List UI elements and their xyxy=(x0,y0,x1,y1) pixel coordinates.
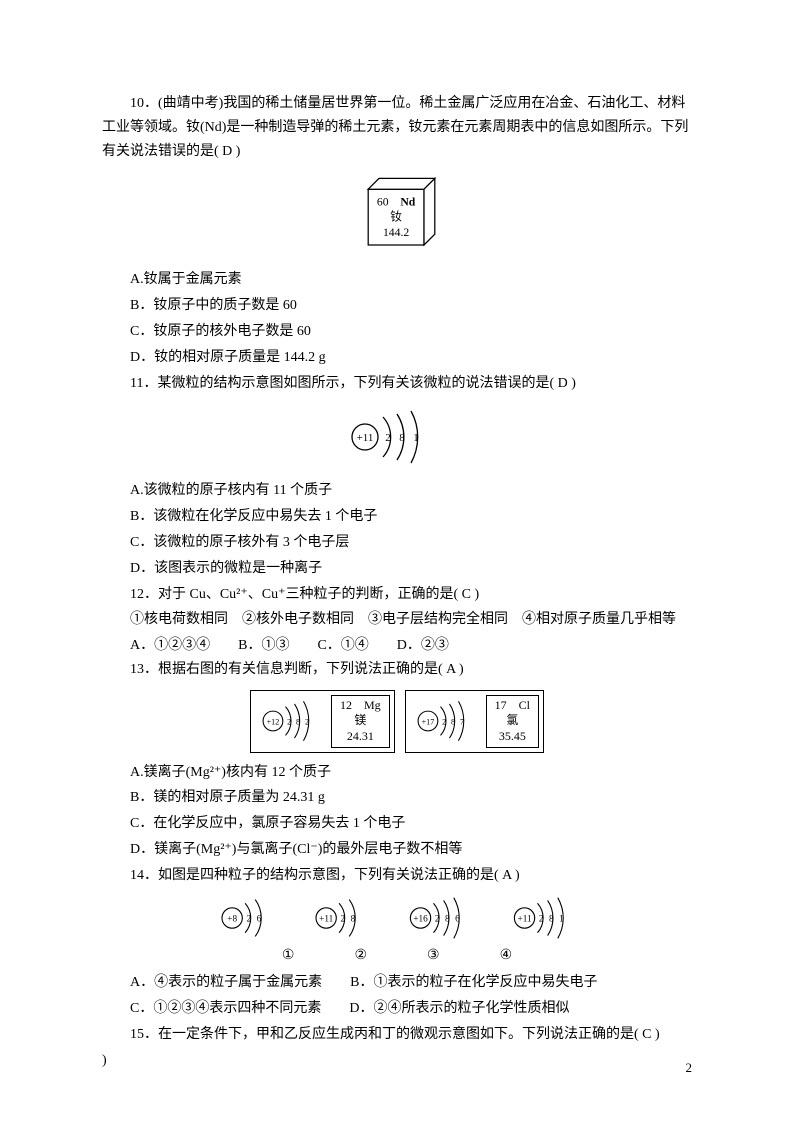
svg-text:8: 8 xyxy=(399,432,405,444)
svg-text:8: 8 xyxy=(445,913,450,923)
svg-text:+8: +8 xyxy=(227,913,237,923)
svg-text:+11: +11 xyxy=(517,913,531,923)
q10-c: C．钕原子的核外电子数是 60 xyxy=(102,320,692,344)
q11-a: A.该微粒的原子核内有 11 个质子 xyxy=(102,479,692,503)
svg-text:+16: +16 xyxy=(413,913,428,923)
q13-a: A.镁离子(Mg²⁺)核内有 12 个质子 xyxy=(102,761,692,785)
svg-text:2: 2 xyxy=(385,432,391,444)
svg-text:144.2: 144.2 xyxy=(383,226,409,239)
svg-text:2: 2 xyxy=(287,718,291,727)
q14-text: 14．如图是四种粒子的结构示意图，下列有关说法正确的是( A ) xyxy=(102,864,692,888)
q12-text: 12．对于 Cu、Cu²⁺、Cu⁺三种粒子的判断，正确的是( C ) xyxy=(102,583,692,607)
q13-left-box: 12 Mg 镁 24.31 xyxy=(331,695,390,748)
q13-text: 13．根据右图的有关信息判断，下列说法正确的是( A ) xyxy=(102,658,692,682)
svg-text:2: 2 xyxy=(305,718,309,727)
svg-text:+12: +12 xyxy=(267,718,280,727)
q10-d: D．钕的相对原子质量是 144.2 g xyxy=(102,346,692,370)
q14-row1: A．④表示的粒子属于金属元素 B．①表示的粒子在化学反应中易失电子 xyxy=(102,971,692,995)
svg-text:2: 2 xyxy=(246,913,251,923)
q11-c: C．该微粒的原子核外有 3 个电子层 xyxy=(102,531,692,555)
svg-text:1: 1 xyxy=(413,432,419,444)
svg-text:钕: 钕 xyxy=(390,210,402,224)
q12-opts: A．①②③④ B．①③ C．①④ D．②③ xyxy=(102,634,692,658)
q10-text: 10．(曲靖中考)我国的稀土储量居世界第一位。稀土金属广泛应用在冶金、石油化工、… xyxy=(102,92,692,163)
q11-b: B．该微粒在化学反应中易失去 1 个电子 xyxy=(102,505,692,529)
svg-text:+17: +17 xyxy=(421,718,434,727)
q14-figure: +826 +1128 +16286 +11281 xyxy=(102,894,692,942)
svg-text:8: 8 xyxy=(451,718,455,727)
q13-figure: +12 2 8 2 12 Mg 镁 24.31 +17 2 8 7 17 Cl … xyxy=(102,690,692,753)
q11-text: 11．某微粒的结构示意图如图所示，下列有关该微粒的说法错误的是( D ) xyxy=(102,372,692,396)
q11-d: D．该图表示的微粒是一种离子 xyxy=(102,557,692,581)
svg-text:6: 6 xyxy=(257,913,262,923)
q12-line2: ①核电荷数相同 ②核外电子数相同 ③电子层结构完全相同 ④相对原子质量几乎相等 xyxy=(102,608,692,632)
svg-text:60 Nd: 60 Nd xyxy=(377,196,416,209)
q11-figure: +11 2 8 1 xyxy=(102,405,692,469)
svg-text:1: 1 xyxy=(559,913,564,923)
svg-text:7: 7 xyxy=(460,718,464,727)
q15-closer: ) xyxy=(102,1049,692,1073)
q10-a: A.钕属于金属元素 xyxy=(102,268,692,292)
q10-figure: 60 Nd 钕 144.2 xyxy=(102,173,692,258)
svg-text:2: 2 xyxy=(340,913,345,923)
q13-c: C．在化学反应中，氯原子容易失去 1 个电子 xyxy=(102,812,692,836)
q14-labels: ① ② ③ ④ xyxy=(102,944,692,968)
svg-text:2: 2 xyxy=(442,718,446,727)
svg-text:8: 8 xyxy=(351,913,356,923)
q13-b: B．镁的相对原子质量为 24.31 g xyxy=(102,786,692,810)
svg-text:2: 2 xyxy=(435,913,440,923)
svg-text:8: 8 xyxy=(296,718,300,727)
svg-text:+11: +11 xyxy=(357,432,374,444)
q10-b: B．钕原子中的质子数是 60 xyxy=(102,294,692,318)
q15-text: 15．在一定条件下，甲和乙反应生成丙和丁的微观示意图如下。下列说法正确的是( C… xyxy=(102,1023,692,1047)
svg-text:2: 2 xyxy=(539,913,544,923)
q10-cube: 60 Nd 钕 144.2 xyxy=(352,173,442,258)
q13-right-box: 17 Cl 氯 35.45 xyxy=(486,695,539,748)
q13-d: D．镁离子(Mg²⁺)与氯离子(Cl⁻)的最外层电子数不相等 xyxy=(102,838,692,862)
svg-text:+11: +11 xyxy=(319,913,333,923)
svg-text:8: 8 xyxy=(549,913,554,923)
svg-text:6: 6 xyxy=(455,913,460,923)
page-number: 2 xyxy=(686,1057,693,1079)
q14-row2: C．①②③④表示四种不同元素 D．②④所表示的粒子化学性质相似 xyxy=(102,997,692,1021)
